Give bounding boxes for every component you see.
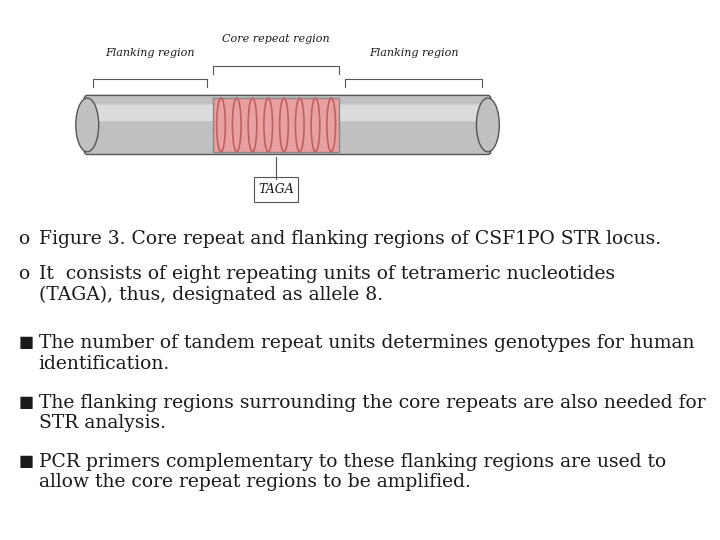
Text: ■: ■ [19,334,34,352]
Text: The number of tandem repeat units determines genotypes for human
identification.: The number of tandem repeat units determ… [39,334,694,373]
Text: o: o [19,230,30,248]
FancyBboxPatch shape [91,105,484,121]
Bar [213,98,339,152]
Text: ■: ■ [19,453,34,470]
Text: Flanking region: Flanking region [105,48,195,58]
Text: Core repeat region: Core repeat region [222,35,330,44]
Text: Figure 3. Core repeat and flanking regions of CSF1PO STR locus.: Figure 3. Core repeat and flanking regio… [39,230,661,248]
Text: PCR primers complementary to these flanking regions are used to
allow the core r: PCR primers complementary to these flank… [39,453,666,491]
Text: It  consists of eight repeating units of tetrameric nucleotides
(TAGA), thus, de: It consists of eight repeating units of … [39,265,615,303]
FancyBboxPatch shape [254,177,298,202]
Text: o: o [19,265,30,282]
Text: The flanking regions surrounding the core repeats are also needed for
STR analys: The flanking regions surrounding the cor… [39,394,705,433]
Text: ■: ■ [19,394,34,410]
Ellipse shape [76,98,99,152]
FancyBboxPatch shape [84,96,491,154]
Ellipse shape [477,98,499,152]
Text: Flanking region: Flanking region [369,48,458,58]
Text: TAGA: TAGA [258,183,294,196]
